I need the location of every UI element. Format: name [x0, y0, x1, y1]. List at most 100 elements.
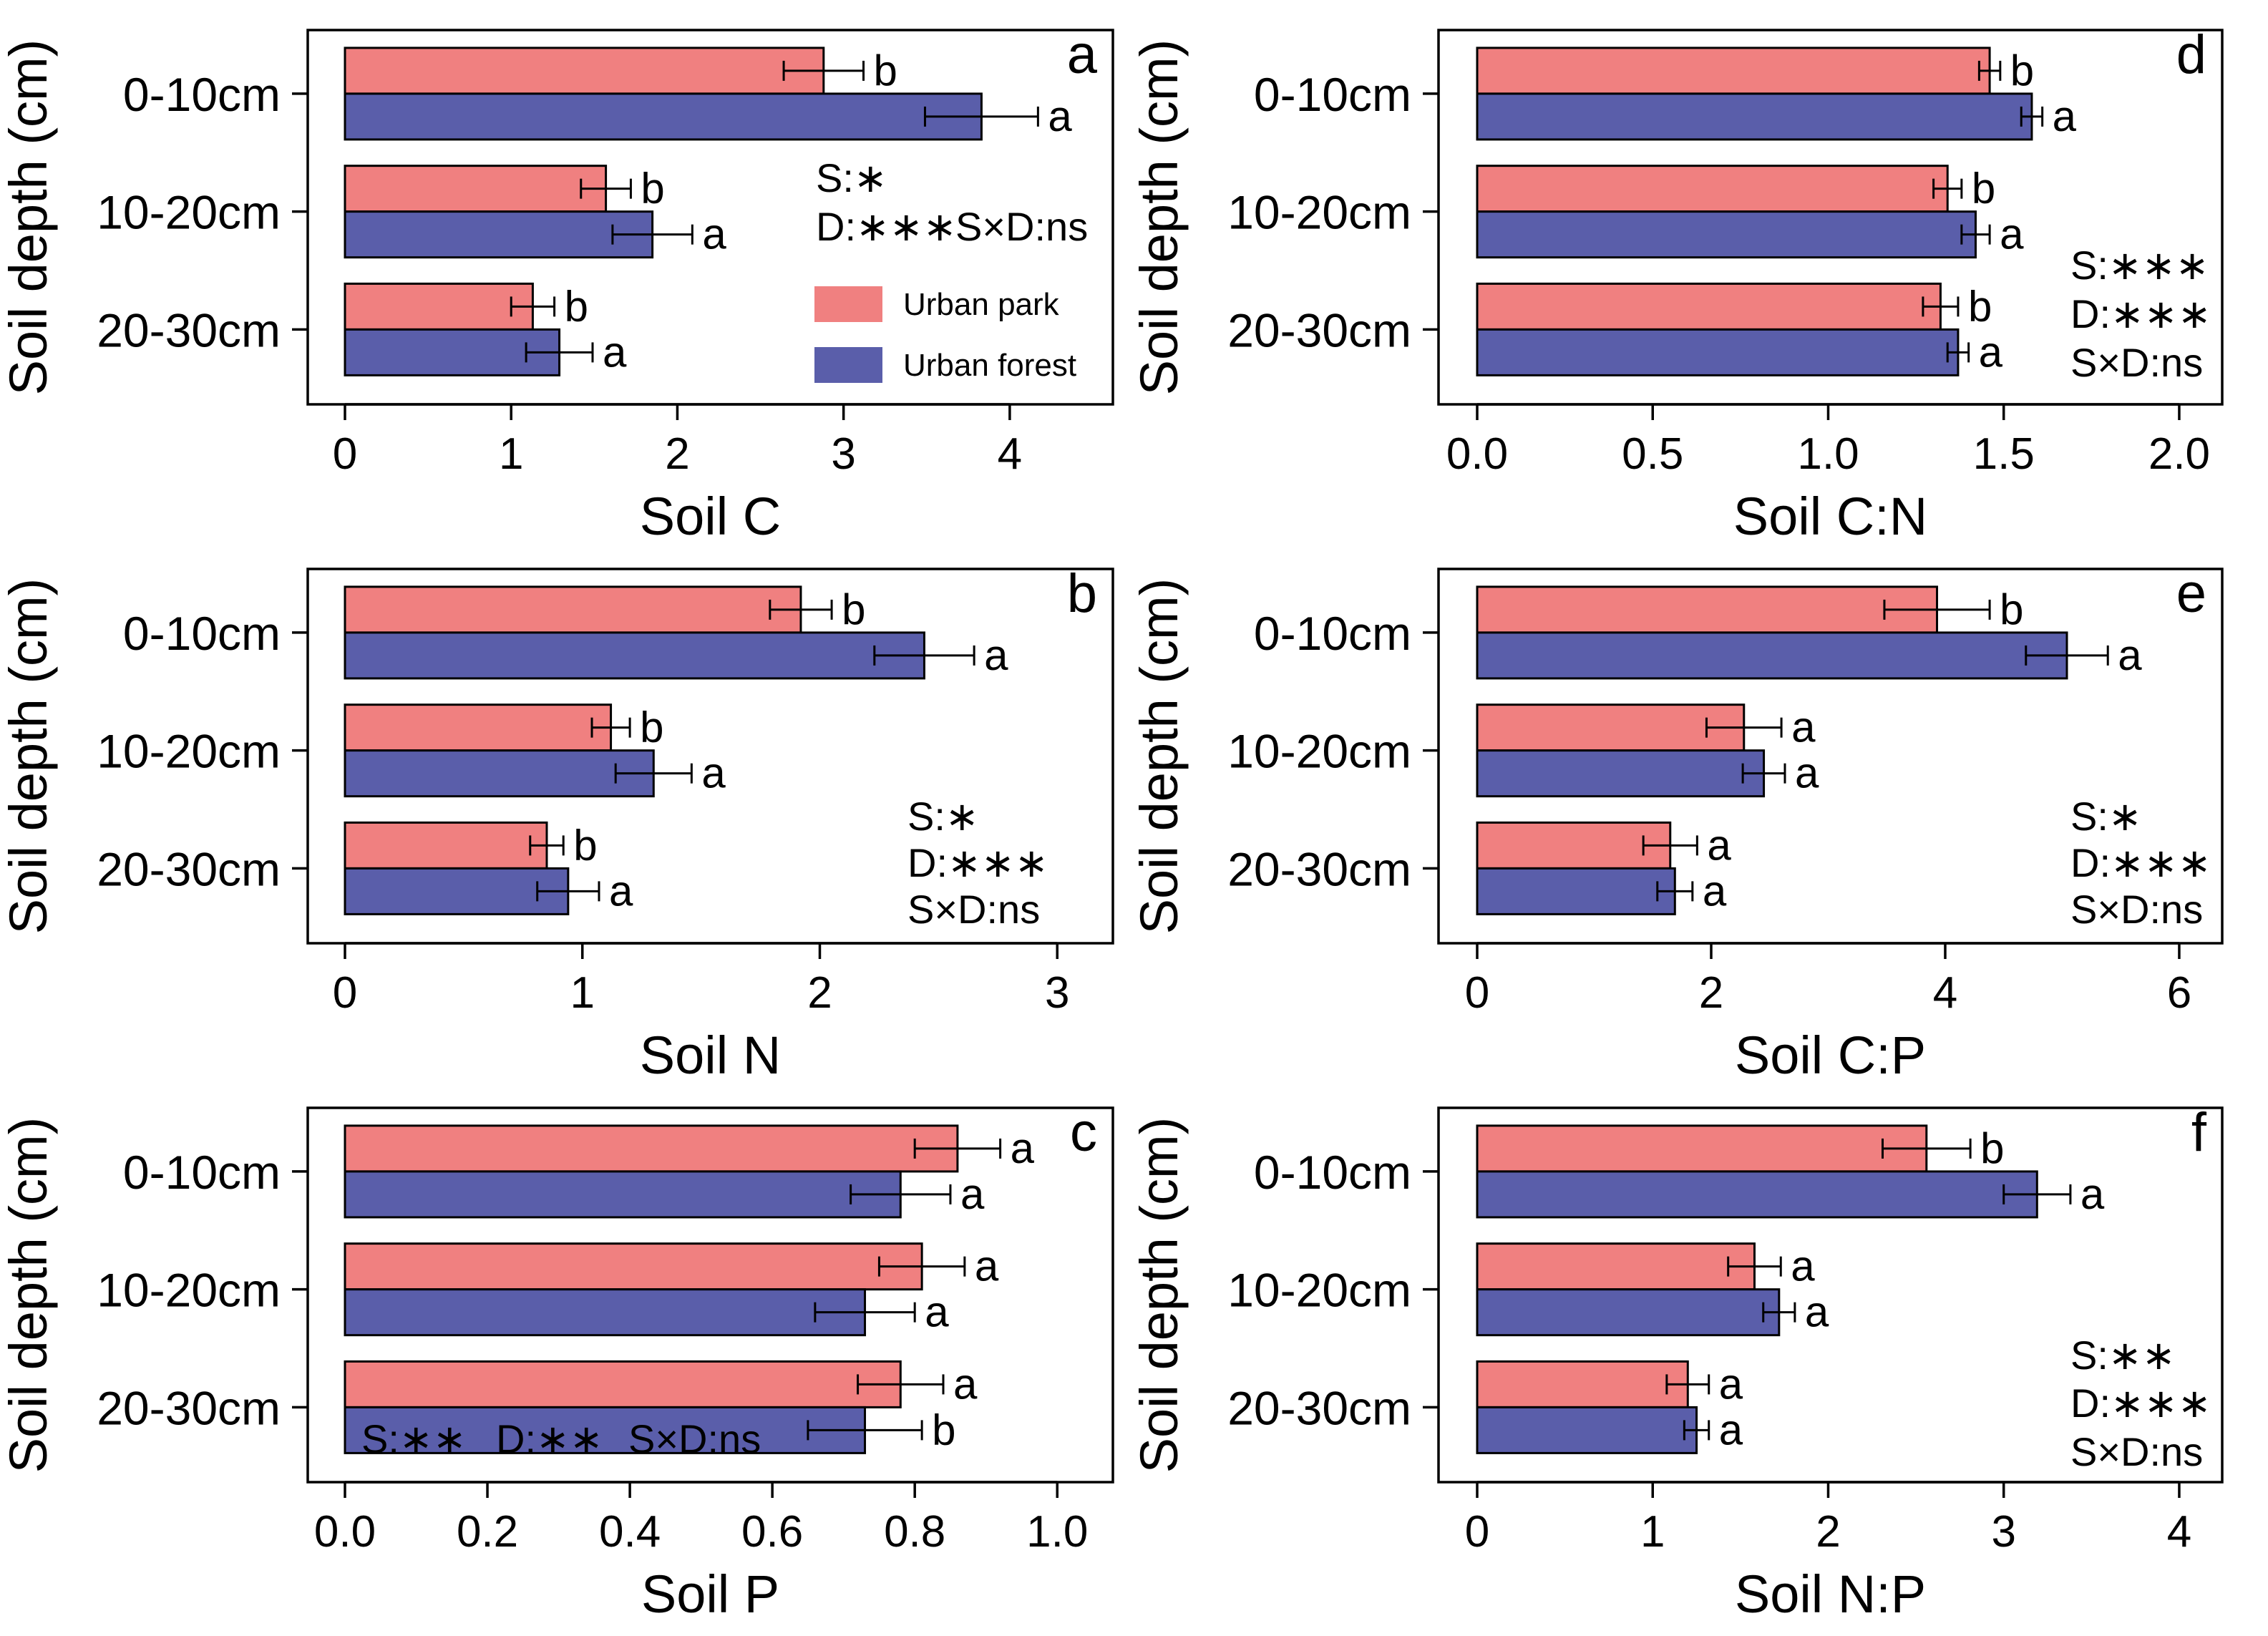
significance-letter: a [1791, 1242, 1815, 1290]
significance-letter: a [702, 210, 726, 258]
x-tick-label: 0.0 [1446, 429, 1508, 479]
legend: Urban park Urban forest [814, 286, 1076, 383]
significance-letter: b [874, 47, 897, 94]
significance-letter: a [953, 1360, 978, 1408]
y-tick-label: 0-10cm [123, 1146, 281, 1199]
y-tick-label: 0-10cm [1254, 68, 1411, 121]
x-tick-label: 1 [570, 968, 595, 1018]
y-axis-title: Soil depth (cm) [1129, 1117, 1189, 1474]
legend-label: Urban forest [903, 348, 1076, 383]
x-tick-label: 0.5 [1622, 429, 1683, 479]
bar-urban-forest [1476, 1406, 1698, 1454]
y-tick-label: 0-10cm [123, 607, 281, 660]
stat-label: S×D:ns [2070, 340, 2203, 385]
x-axis-title: Soil C:P [1735, 1026, 1926, 1085]
stat-label: D:∗∗∗ [816, 204, 957, 249]
x-axis-title: Soil C:N [1733, 487, 1927, 546]
legend-swatch-urban-forest [814, 347, 882, 383]
significance-letter: b [2000, 585, 2023, 633]
x-tick-label: 1 [499, 429, 523, 479]
significance-letter: b [1968, 282, 1992, 330]
bar-urban-park [344, 1124, 959, 1173]
x-axis-title: Soil C [640, 487, 781, 546]
x-tick-label: 6 [2167, 968, 2191, 1018]
stat-label: S:∗ [907, 794, 979, 839]
y-tick-label: 20-30cm [97, 303, 281, 356]
significance-letter: b [1972, 165, 1995, 213]
stat-label: D:∗∗ [496, 1416, 603, 1461]
stat-label: S×D:ns [2070, 887, 2203, 932]
panel-letter: f [2191, 1102, 2207, 1163]
bar-urban-forest [344, 867, 570, 915]
x-tick-label: 2 [1816, 1507, 1840, 1557]
significance-letter: b [640, 703, 663, 751]
significance-letter: a [960, 1170, 985, 1218]
significance-letter: b [842, 585, 865, 633]
significance-letter: a [1805, 1288, 1829, 1336]
significance-letter: a [2000, 210, 2024, 258]
bar-urban-forest [1476, 328, 1960, 376]
stat-label: S×D:ns [628, 1416, 761, 1461]
significance-letter: b [641, 165, 664, 213]
significance-letter: a [1707, 821, 1731, 869]
significance-letter: a [1719, 1406, 1743, 1454]
bar-urban-forest [344, 1406, 867, 1454]
y-tick-label: 10-20cm [1227, 1264, 1411, 1317]
x-tick-label: 3 [1045, 968, 1069, 1018]
bar-urban-park [344, 165, 608, 213]
bar-urban-forest [344, 749, 655, 798]
y-tick-label: 20-30cm [97, 842, 281, 895]
significance-letter: a [1795, 749, 1819, 797]
bar-urban-forest [344, 210, 654, 259]
significance-letter: a [2053, 92, 2077, 140]
bar-urban-forest [1476, 631, 2068, 680]
bar-urban-park [344, 1242, 923, 1291]
y-tick-label: 10-20cm [97, 1264, 281, 1317]
x-tick-label: 2 [1699, 968, 1723, 1018]
y-axis-title: Soil depth (cm) [1129, 39, 1189, 396]
bar-urban-park [344, 703, 613, 752]
x-tick-label: 2 [807, 968, 832, 1018]
bar-urban-forest [1476, 92, 2033, 141]
stat-label: D:∗∗∗ [2070, 840, 2211, 885]
x-tick-label: 0.6 [741, 1507, 803, 1557]
x-tick-label: 0.4 [599, 1507, 661, 1557]
y-tick-label: 20-30cm [97, 1381, 281, 1434]
stat-label: S:∗∗∗ [2070, 243, 2209, 288]
x-tick-label: 4 [998, 429, 1022, 479]
significance-letter: a [1791, 703, 1816, 751]
x-tick-label: 4 [1933, 968, 1957, 1018]
y-tick-label: 10-20cm [1227, 725, 1411, 778]
bar-urban-park [344, 1360, 902, 1408]
significance-letter: b [565, 282, 588, 330]
panel-letter: e [2176, 563, 2206, 624]
x-tick-label: 0.8 [884, 1507, 945, 1557]
bar-urban-park [1476, 1242, 1756, 1291]
x-tick-label: 3 [1991, 1507, 2015, 1557]
x-tick-label: 4 [2167, 1507, 2191, 1557]
panel-letter: d [2176, 24, 2206, 85]
significance-letter: a [603, 328, 627, 376]
bar-urban-park [344, 585, 802, 634]
y-tick-label: 0-10cm [123, 68, 281, 121]
legend-swatch-urban-park [814, 286, 882, 322]
y-tick-label: 10-20cm [97, 186, 281, 239]
bar-urban-forest [1476, 210, 1977, 259]
stat-label: D:∗∗∗ [2070, 1381, 2211, 1426]
bar-urban-park [1476, 1124, 1928, 1173]
stat-label: D:∗∗∗ [907, 840, 1048, 885]
x-tick-label: 1.5 [1973, 429, 2035, 479]
significance-letter: a [1703, 867, 1727, 915]
stat-label: S:∗∗ [361, 1416, 467, 1461]
bar-urban-park [1476, 282, 1942, 331]
significance-letter: a [609, 867, 633, 915]
x-axis-title: Soil N [640, 1026, 781, 1085]
bar-urban-park [344, 821, 548, 870]
stat-label: S×D:ns [907, 887, 1040, 932]
